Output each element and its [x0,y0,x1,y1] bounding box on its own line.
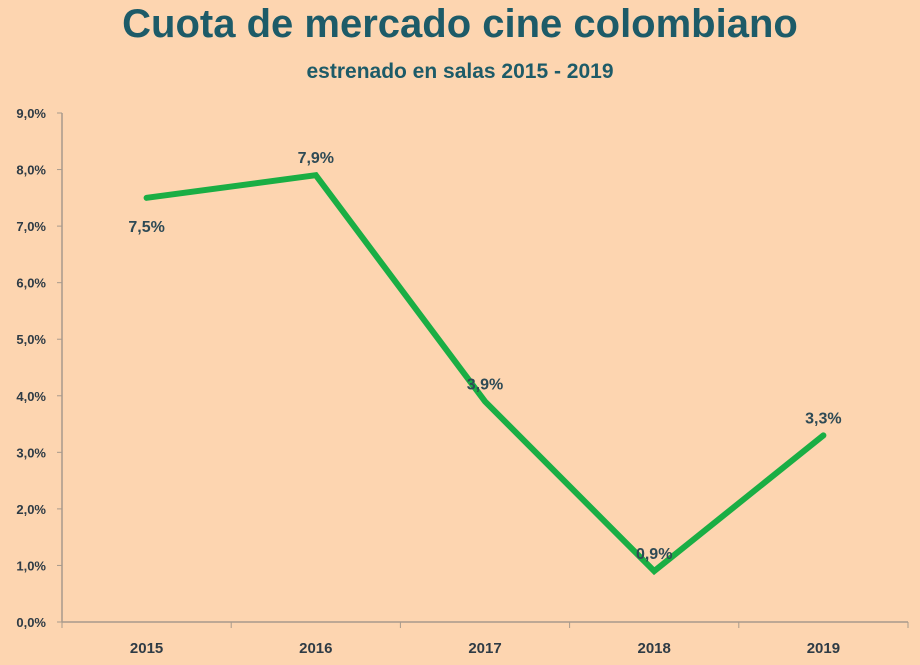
chart-title: Cuota de mercado cine colombiano [122,2,798,46]
data-label: 3,3% [805,410,841,427]
y-tick-label: 5,0% [16,332,46,347]
y-tick-label: 3,0% [16,445,46,460]
y-tick-label: 2,0% [16,502,46,517]
x-tick-label: 2017 [468,640,501,657]
series-line [143,172,827,576]
y-tick-label: 1,0% [16,558,46,573]
y-tick-label: 0,0% [16,615,46,630]
y-tick-label: 7,0% [16,219,46,234]
y-tick-label: 4,0% [16,389,46,404]
y-tick-label: 8,0% [16,163,46,178]
data-label: 0,9% [636,546,672,563]
data-label: 3,9% [467,376,503,393]
x-tick-label: 2018 [638,640,671,657]
x-tick-label: 2016 [299,640,332,657]
chart-subtitle: estrenado en salas 2015 - 2019 [306,60,614,83]
data-label: 7,9% [298,150,334,167]
x-tick-label: 2015 [130,640,163,657]
data-label: 7,5% [128,219,164,236]
x-tick-label: 2019 [807,640,840,657]
y-tick-label: 9,0% [16,106,46,121]
y-tick-label: 6,0% [16,276,46,291]
